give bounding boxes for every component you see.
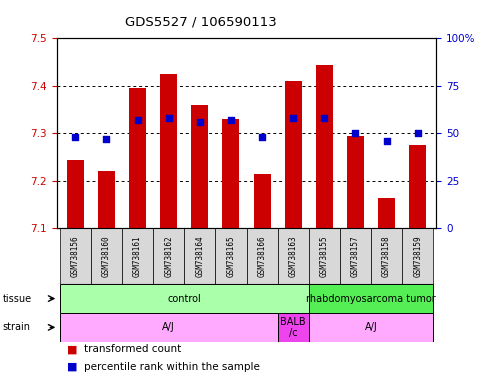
Bar — [98, 172, 115, 228]
Point — [289, 115, 297, 121]
Text: ■: ■ — [67, 344, 77, 354]
Bar — [340, 228, 371, 284]
Text: GSM738166: GSM738166 — [257, 235, 267, 277]
Bar — [278, 228, 309, 284]
Text: GSM738155: GSM738155 — [320, 235, 329, 277]
Bar — [309, 284, 433, 313]
Text: control: control — [168, 293, 201, 304]
Text: tissue: tissue — [2, 293, 32, 304]
Text: GSM738162: GSM738162 — [164, 235, 173, 277]
Bar — [253, 174, 271, 228]
Bar — [153, 228, 184, 284]
Bar — [347, 136, 364, 228]
Text: transformed count: transformed count — [84, 344, 181, 354]
Bar — [222, 119, 240, 228]
Bar — [316, 65, 333, 228]
Text: A/J: A/J — [162, 322, 175, 333]
Bar — [91, 228, 122, 284]
Bar — [60, 228, 91, 284]
Text: GSM738161: GSM738161 — [133, 235, 142, 277]
Text: GSM738163: GSM738163 — [289, 235, 298, 277]
Text: GSM738158: GSM738158 — [382, 235, 391, 277]
Point — [196, 119, 204, 125]
Point — [165, 115, 173, 121]
Point — [134, 117, 141, 123]
Text: GSM738160: GSM738160 — [102, 235, 111, 277]
Bar — [371, 228, 402, 284]
Bar — [409, 145, 426, 228]
Text: strain: strain — [2, 322, 31, 333]
Bar — [215, 228, 246, 284]
Bar — [284, 81, 302, 228]
Point — [258, 134, 266, 140]
Text: rhabdomyosarcoma tumor: rhabdomyosarcoma tumor — [306, 293, 436, 304]
Point — [227, 117, 235, 123]
Text: GDS5527 / 106590113: GDS5527 / 106590113 — [125, 16, 277, 29]
Point — [414, 130, 422, 136]
Bar — [129, 88, 146, 228]
Bar — [67, 160, 84, 228]
Bar — [246, 228, 278, 284]
Point — [383, 138, 390, 144]
Bar — [160, 74, 177, 228]
Point — [103, 136, 110, 142]
Text: ■: ■ — [67, 362, 77, 372]
Text: percentile rank within the sample: percentile rank within the sample — [84, 362, 260, 372]
Bar — [378, 198, 395, 228]
Text: GSM738156: GSM738156 — [71, 235, 80, 277]
Text: GSM738164: GSM738164 — [195, 235, 204, 277]
Point — [320, 115, 328, 121]
Point — [352, 130, 359, 136]
Bar — [122, 228, 153, 284]
Text: GSM738165: GSM738165 — [226, 235, 236, 277]
Point — [71, 134, 79, 140]
Text: BALB
/c: BALB /c — [281, 316, 306, 338]
Text: GSM738159: GSM738159 — [413, 235, 422, 277]
Bar — [60, 313, 278, 342]
Bar — [309, 228, 340, 284]
Text: GSM738157: GSM738157 — [351, 235, 360, 277]
Text: A/J: A/J — [365, 322, 377, 333]
Bar — [191, 105, 209, 228]
Bar — [60, 284, 309, 313]
Bar — [309, 313, 433, 342]
Bar — [402, 228, 433, 284]
Bar — [184, 228, 215, 284]
Bar — [278, 313, 309, 342]
